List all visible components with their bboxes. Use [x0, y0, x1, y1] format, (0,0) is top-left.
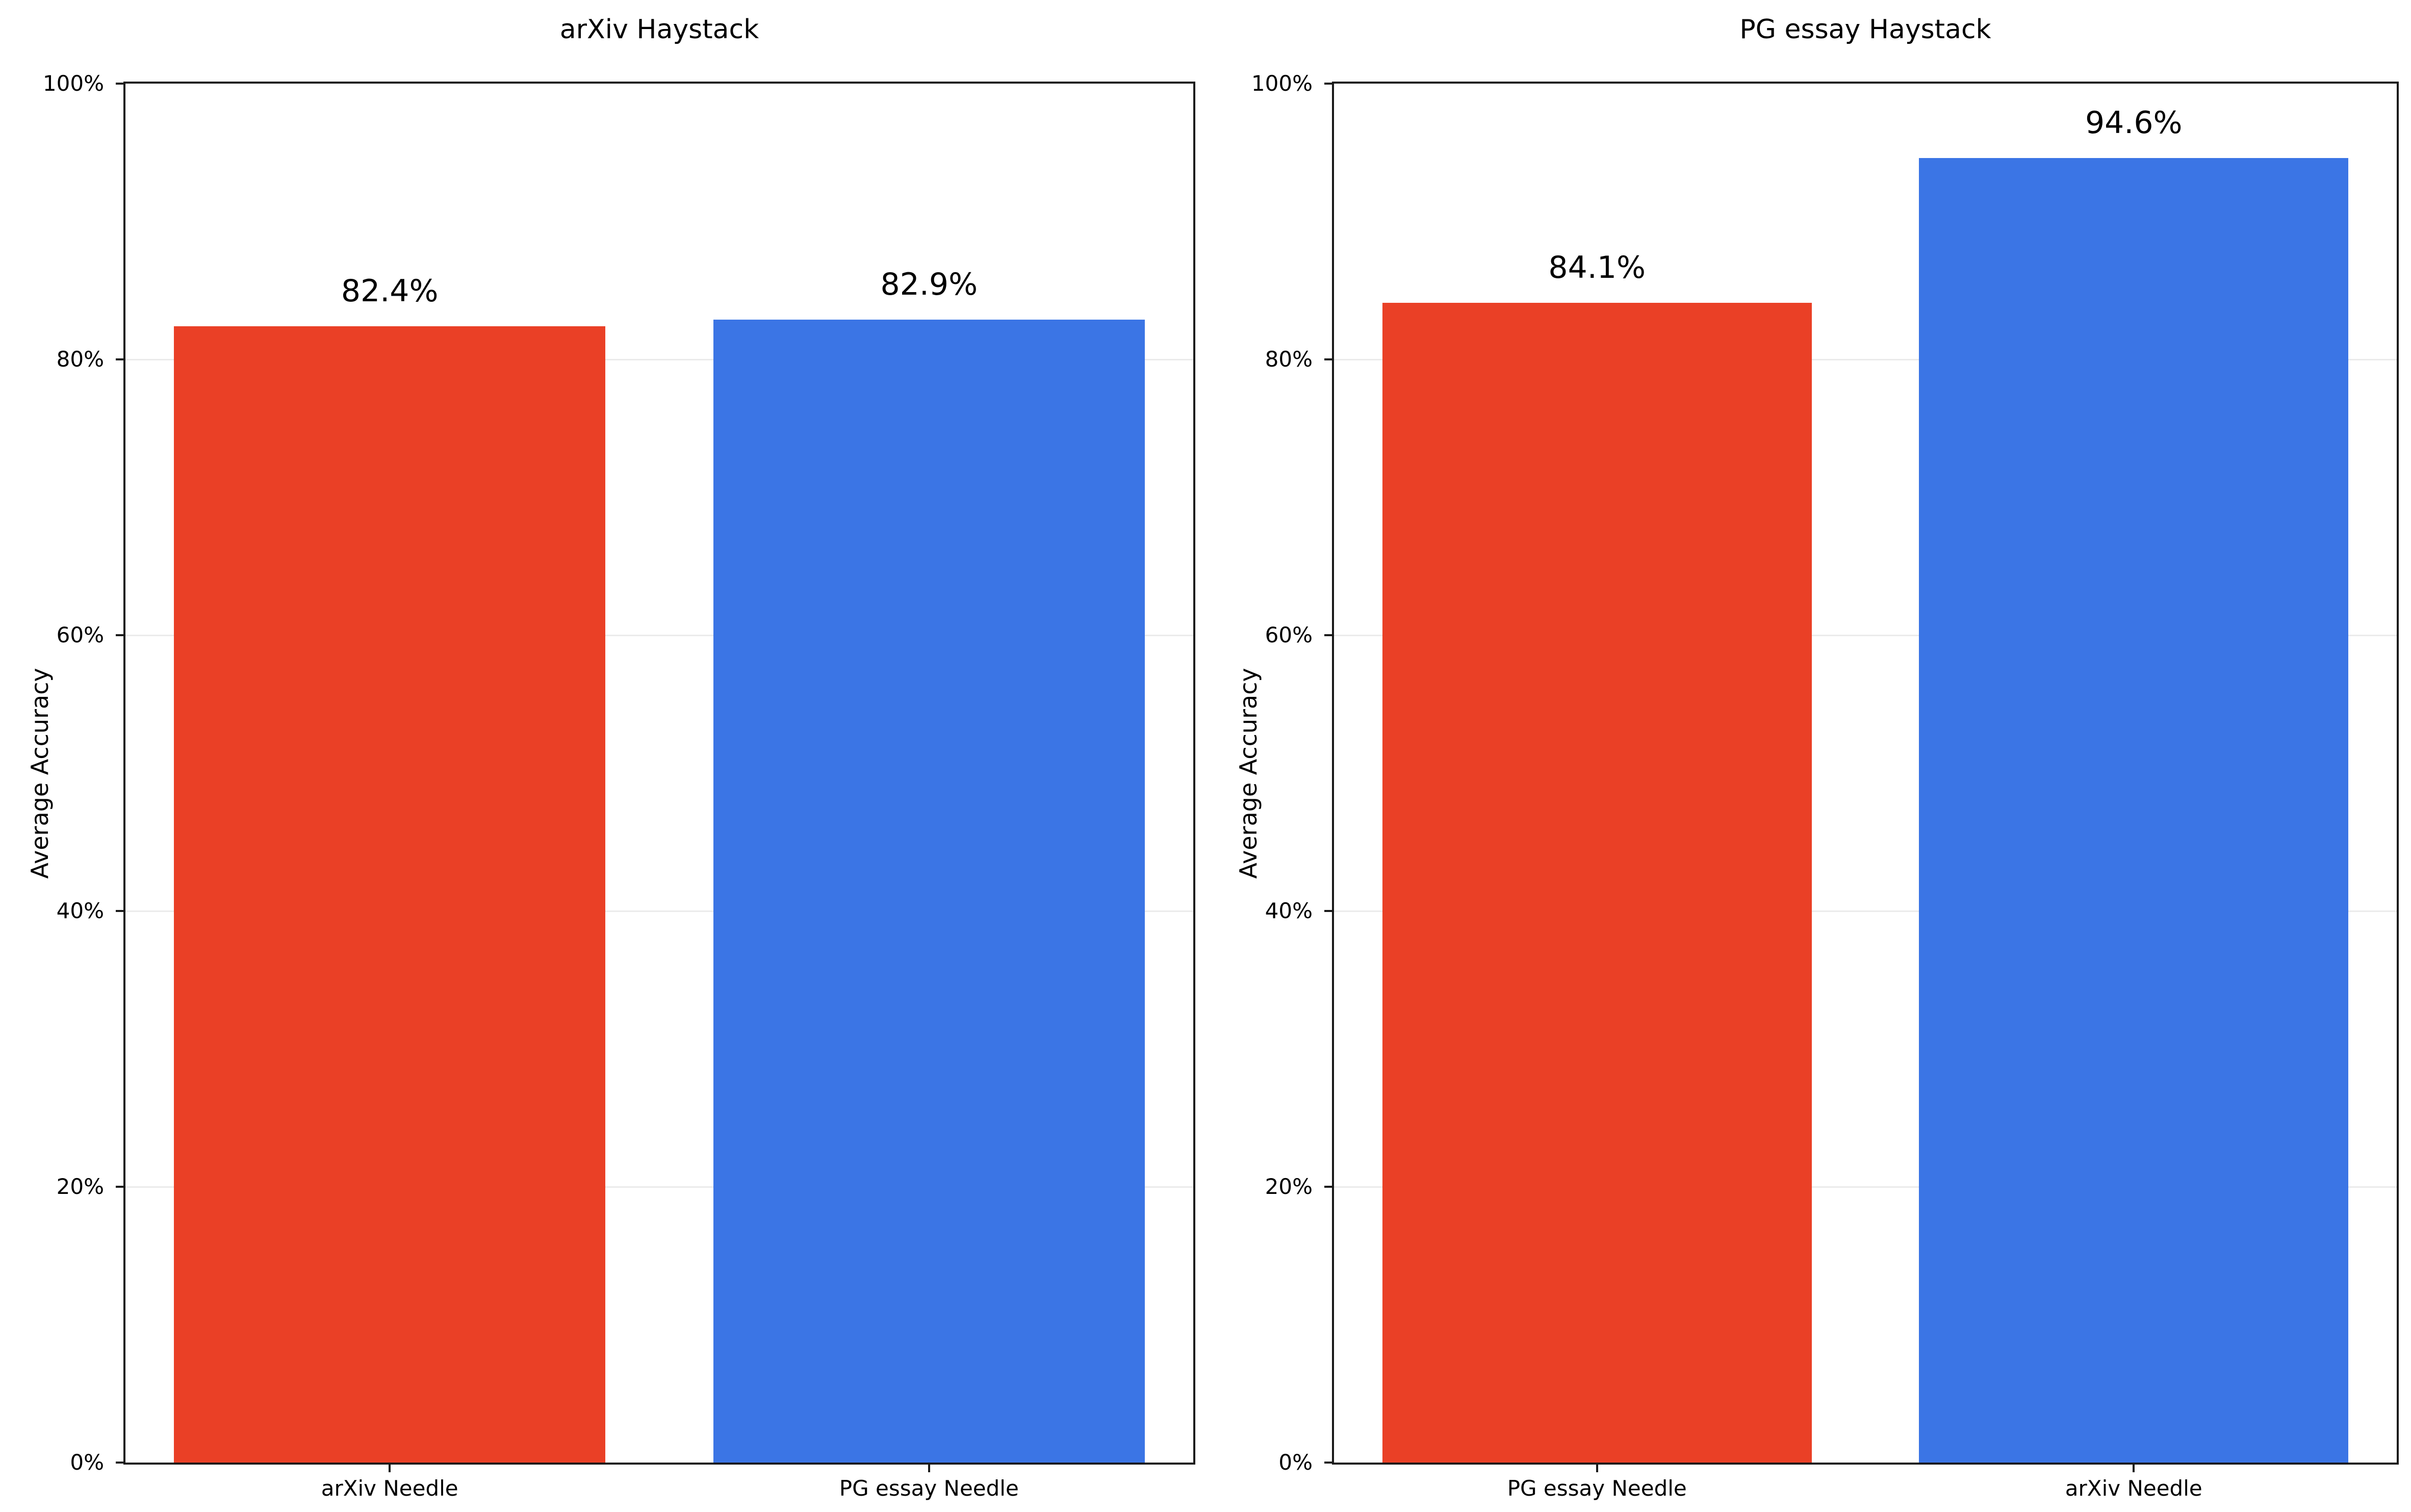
x-tick-mark: [928, 1465, 930, 1472]
y-tick-label: 20%: [56, 1174, 104, 1199]
y-tick-label: 0%: [70, 1450, 104, 1475]
y-tick-label: 80%: [56, 347, 104, 372]
bar: [713, 319, 1145, 1463]
bar-value-label: 94.6%: [2085, 105, 2183, 141]
x-tick-label: arXiv Needle: [2065, 1476, 2202, 1501]
y-tick-mark: [1324, 1462, 1332, 1464]
y-tick-label: 80%: [1265, 347, 1313, 372]
y-axis-label: Average Accuracy: [1235, 667, 1262, 879]
y-tick-label: 100%: [1251, 71, 1313, 96]
x-tick-mark: [389, 1465, 391, 1472]
chart-title: PG essay Haystack: [1739, 14, 1991, 45]
y-tick-label: 60%: [56, 622, 104, 647]
y-tick-mark: [1324, 1186, 1332, 1188]
y-axis-label: Average Accuracy: [26, 667, 54, 879]
chart-title: arXiv Haystack: [559, 14, 759, 45]
gridline: [1334, 910, 2397, 912]
y-tick-mark: [1324, 910, 1332, 912]
y-tick-mark: [116, 83, 123, 85]
y-tick-mark: [116, 1462, 123, 1464]
y-tick-mark: [116, 358, 123, 360]
bar: [174, 326, 606, 1463]
y-tick-mark: [116, 634, 123, 636]
x-tick-label: PG essay Needle: [839, 1476, 1019, 1501]
bar: [1919, 158, 2349, 1463]
gridline: [1334, 634, 2397, 636]
y-tick-mark: [116, 910, 123, 912]
chart-pg-essay-haystack: PG essay Haystack Average Accuracy 0% 20%…: [1235, 14, 2399, 1501]
x-tick-label: PG essay Needle: [1507, 1476, 1687, 1501]
y-tick-label: 40%: [56, 898, 104, 923]
bar: [1382, 303, 1812, 1463]
gridline: [125, 634, 1193, 636]
y-tick-label: 0%: [1278, 1450, 1313, 1475]
gridline: [125, 1186, 1193, 1188]
y-tick-mark: [1324, 83, 1332, 85]
y-tick-label: 40%: [1265, 898, 1313, 923]
y-tick-label: 60%: [1265, 622, 1313, 647]
x-tick-mark: [2133, 1465, 2135, 1472]
gridline: [1334, 1186, 2397, 1188]
gridline: [125, 358, 1193, 360]
x-tick-mark: [1596, 1465, 1598, 1472]
gridline: [125, 910, 1193, 912]
y-tick-label: 20%: [1265, 1174, 1313, 1199]
y-tick-mark: [116, 1186, 123, 1188]
y-tick-mark: [1324, 358, 1332, 360]
bar-value-label: 82.9%: [880, 266, 978, 302]
chart-arxiv-haystack: arXiv Haystack Average Accuracy 0% 20% 40%…: [26, 14, 1195, 1501]
y-tick-mark: [1324, 634, 1332, 636]
gridline: [1334, 358, 2397, 360]
bar-value-label: 82.4%: [341, 273, 439, 309]
y-tick-label: 100%: [42, 71, 104, 96]
x-tick-label: arXiv Needle: [321, 1476, 458, 1501]
bar-value-label: 84.1%: [1548, 250, 1646, 286]
